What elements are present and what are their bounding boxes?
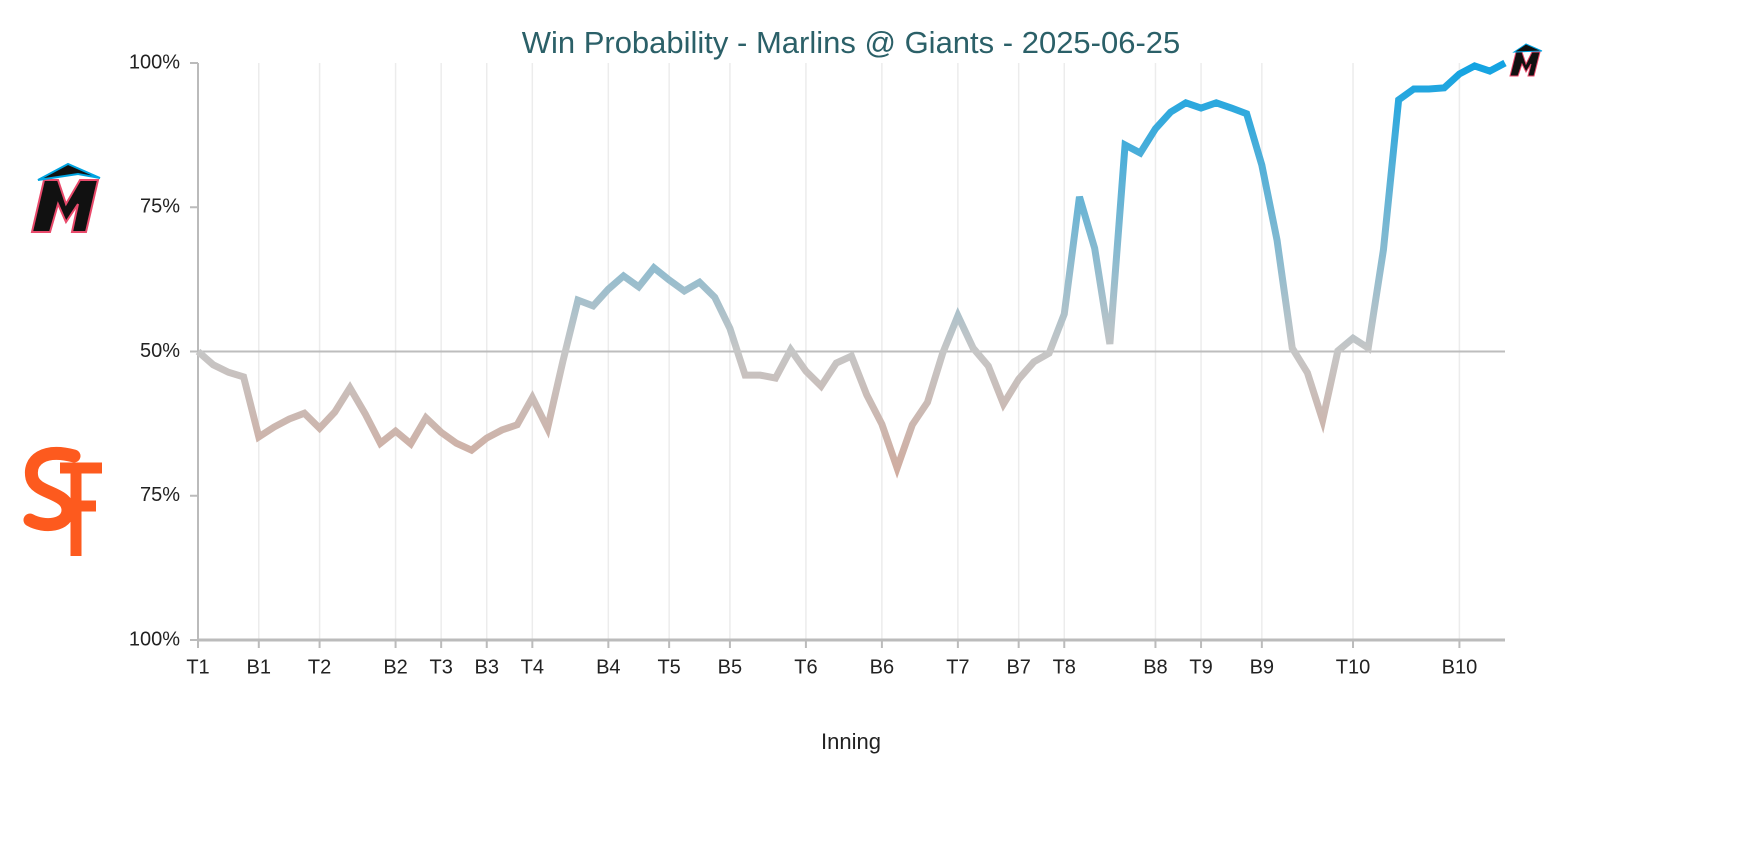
x-tick-label: T1 [186,656,209,678]
x-tick-label: B9 [1250,656,1274,678]
y-tick-label: 100% [129,51,180,73]
y-tick-label: 75% [140,484,180,506]
x-tick-label: B1 [247,656,271,678]
chart-title: Win Probability - Marlins @ Giants - 202… [522,25,1181,60]
x-tick-label: T8 [1053,656,1076,678]
x-tick-label: B6 [870,656,894,678]
marlins-logo [30,162,101,233]
x-tick-label: B10 [1442,656,1478,678]
y-tick-label: 75% [140,196,180,218]
x-tick-label: T2 [308,656,331,678]
giants-logo [23,446,102,556]
x-axis-label: Inning [821,729,881,754]
x-tick-label: T6 [794,656,817,678]
y-tick-label: 100% [129,628,180,650]
x-tick-label: B3 [475,656,499,678]
x-tick-label: B8 [1143,656,1167,678]
x-tick-label: T4 [521,656,544,678]
x-tick-label: T9 [1189,656,1212,678]
marlins-end-logo [1509,43,1543,77]
x-tick-label: T3 [429,656,452,678]
x-tick-label: T5 [657,656,680,678]
x-tick-label: T10 [1336,656,1370,678]
x-tick-label: B4 [596,656,620,678]
y-tick-label: 50% [140,340,180,362]
x-tick-label: B5 [718,656,742,678]
win-probability-line [195,59,1507,479]
x-tick-label: T7 [946,656,969,678]
x-tick-label: B7 [1006,656,1030,678]
x-tick-label: B2 [383,656,407,678]
